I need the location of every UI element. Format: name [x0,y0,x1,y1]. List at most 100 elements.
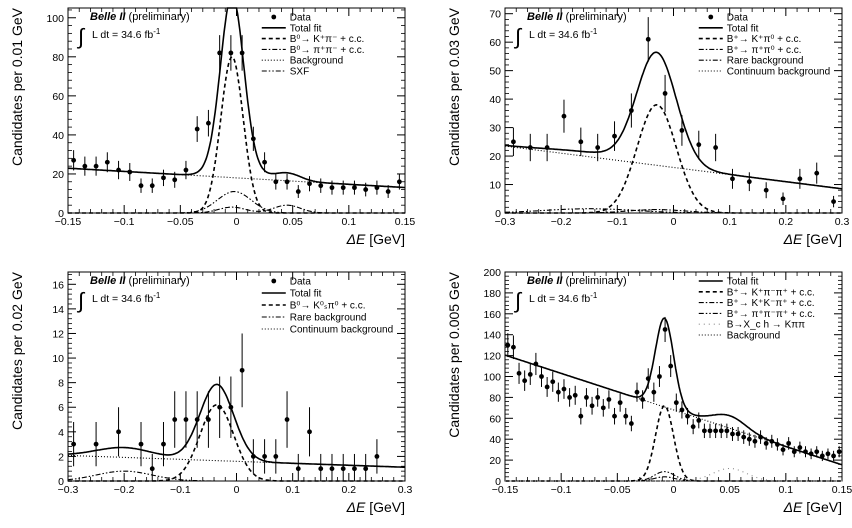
data-point [93,163,99,169]
data-point [116,429,121,435]
legend-label: B⁺→ π⁺π⁻π⁺ + c.c. [727,309,815,320]
data-point [511,344,516,350]
y-tick-label: 80 [52,52,64,64]
y-tick-label: 20 [489,455,501,467]
data-point [701,428,707,434]
data-point [104,159,110,165]
data-point [183,167,189,173]
x-axis-title: ΔE [GeV] [346,499,405,515]
fit-component-signal [505,404,842,482]
legend-label: B⁰→ K⁺π⁻ + c.c. [290,34,365,45]
y-tick-label: 20 [489,151,501,163]
legend-marker [271,14,277,20]
integral-sign: ∫ [513,24,523,49]
data-point [775,442,780,447]
data-point [550,379,556,385]
chart-panel-1: −0.15 −0.1 −0.05 0 0.05 0.1 0.15 0 20 40 60 80 100 ΔE… [9,7,415,247]
luminosity-exponent: -1 [590,291,598,300]
legend-label: B⁺→ K⁺π⁰ + c.c. [727,34,802,45]
data-point [735,431,741,437]
data-point [228,404,234,410]
data-point [161,441,166,447]
data-point [262,159,267,165]
x-tick-label: 0.3 [398,484,413,496]
experiment-label: Belle II (preliminary) [90,275,190,287]
legend-item: Total fit [261,289,322,300]
data-point [690,424,696,430]
x-axis-unit: [GeV] [802,231,842,247]
total-fit-curve [504,51,843,190]
y-tick-label: 80 [489,392,501,404]
data-point [600,405,606,411]
experiment-name: Belle II [527,275,563,287]
luminosity-text: L dt = 34.6 fb [92,29,153,41]
x-tick-label: −0.1 [607,216,628,228]
data-point [161,175,166,181]
x-tick-label: −0.3 [58,484,79,496]
data-point [679,128,685,133]
data-point [544,145,550,150]
legend-label: B⁺→ π⁺π⁰ + c.c. [727,45,802,56]
fit-component-sxf [68,190,405,214]
legend-item: SXF [261,67,309,78]
data-point [685,413,690,419]
y-tick-label: 16 [52,279,64,291]
experiment-status: (preliminary) [125,11,189,23]
data-point [374,185,380,191]
legend-item: Continuum background [698,67,830,78]
luminosity-label: L dt = 34.6 fb-1 [529,291,598,305]
x-tick-label: 0.1 [285,484,300,496]
legend-item: Data [708,13,748,24]
data-point [707,428,713,434]
data-point [228,50,234,56]
y-tick-label: 20 [52,169,64,181]
y-tick-label: 10 [489,180,501,192]
data-point [352,466,357,472]
legend-item: B⁺→ K⁺π⁻π⁺ + c.c. [698,287,815,298]
x-axis-symbol: ΔE [346,499,366,515]
legend-label: B⁺→ K⁺π⁻π⁺ + c.c. [727,287,815,298]
integral-sign: ∫ [513,288,523,313]
fit-component-background [67,454,405,468]
experiment-status: (preliminary) [125,275,189,287]
data-point [679,407,685,413]
legend-item: B⁰→ K⁺π⁻ + c.c. [261,34,365,45]
data-point [138,441,144,447]
legend-item: Background [261,56,343,67]
legend-item: Total fit [698,277,759,288]
data-point [217,50,223,56]
data-point [612,413,617,419]
y-tick-label: 0 [58,476,64,488]
legend-item: Continuum background [261,325,393,336]
data-point [797,176,803,182]
data-point [836,449,842,455]
x-tick-label: 0 [671,484,677,496]
y-tick-label: 60 [52,91,64,103]
data-point [172,177,178,183]
x-axis-title: ΔE [GeV] [783,231,842,247]
data-point [724,428,730,434]
data-point [668,363,674,369]
luminosity-exponent: -1 [590,27,598,36]
data-point [318,466,324,472]
data-point [363,466,369,472]
x-tick-label: −0.3 [495,216,516,228]
data-point [814,170,820,176]
data-point [217,404,223,410]
data-point [746,436,752,442]
legend-item: B→X_c h → Kππ [698,320,805,331]
y-tick-label: 200 [483,267,501,279]
data-point [561,113,567,119]
legend-label: Total fit [727,23,759,34]
data-point [522,378,528,384]
fit-component-rare [504,208,842,214]
y-tick-label: 4 [58,427,64,439]
x-axis-unit: [GeV] [802,499,842,515]
x-tick-label: −0.15 [492,484,519,496]
y-axis-title: Candidates per 0.03 GeV [446,7,462,166]
x-axis-symbol: ΔE [346,231,366,247]
data-point [831,453,836,459]
data-point [763,187,769,193]
integral-sign: ∫ [76,288,86,313]
data-point [572,392,578,398]
